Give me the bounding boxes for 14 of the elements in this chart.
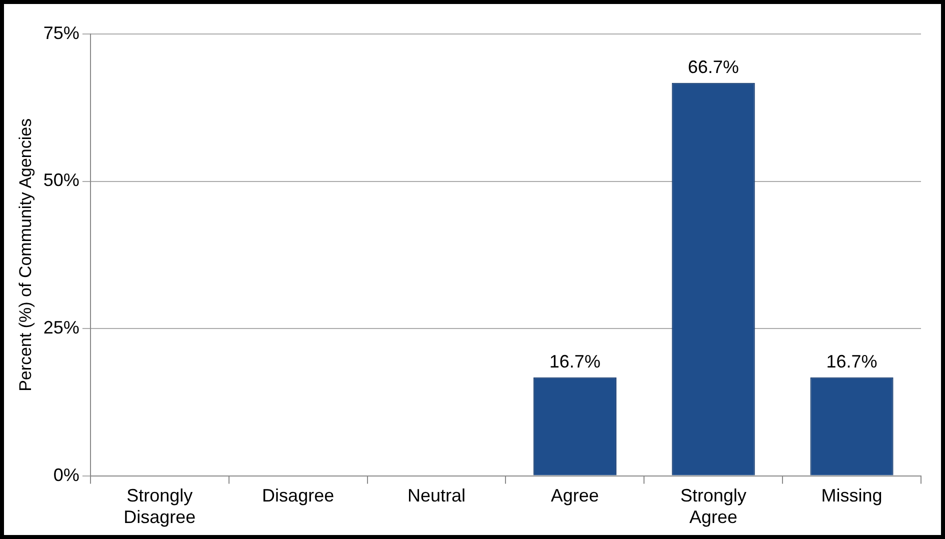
y-tick-label: 0%	[53, 464, 80, 485]
x-tick-label: Strongly Agree	[680, 486, 746, 528]
data-label: 16.7%	[549, 351, 600, 372]
y-tick-label: 25%	[43, 318, 80, 338]
y-tick-label: 75%	[43, 22, 80, 43]
data-label: 66.7%	[688, 56, 739, 77]
x-tick-label: Disagree	[262, 486, 334, 506]
x-tick-label: Strongly Disagree	[124, 486, 196, 528]
x-tick-label: Neutral	[407, 486, 466, 506]
x-tick-label: Missing	[821, 486, 882, 506]
data-label: 16.7%	[826, 351, 878, 372]
y-axis-title: Percent (%) of Community Agencies	[16, 118, 35, 392]
x-tick-label: Agree	[550, 486, 599, 506]
y-tick-label: 50%	[43, 170, 80, 190]
